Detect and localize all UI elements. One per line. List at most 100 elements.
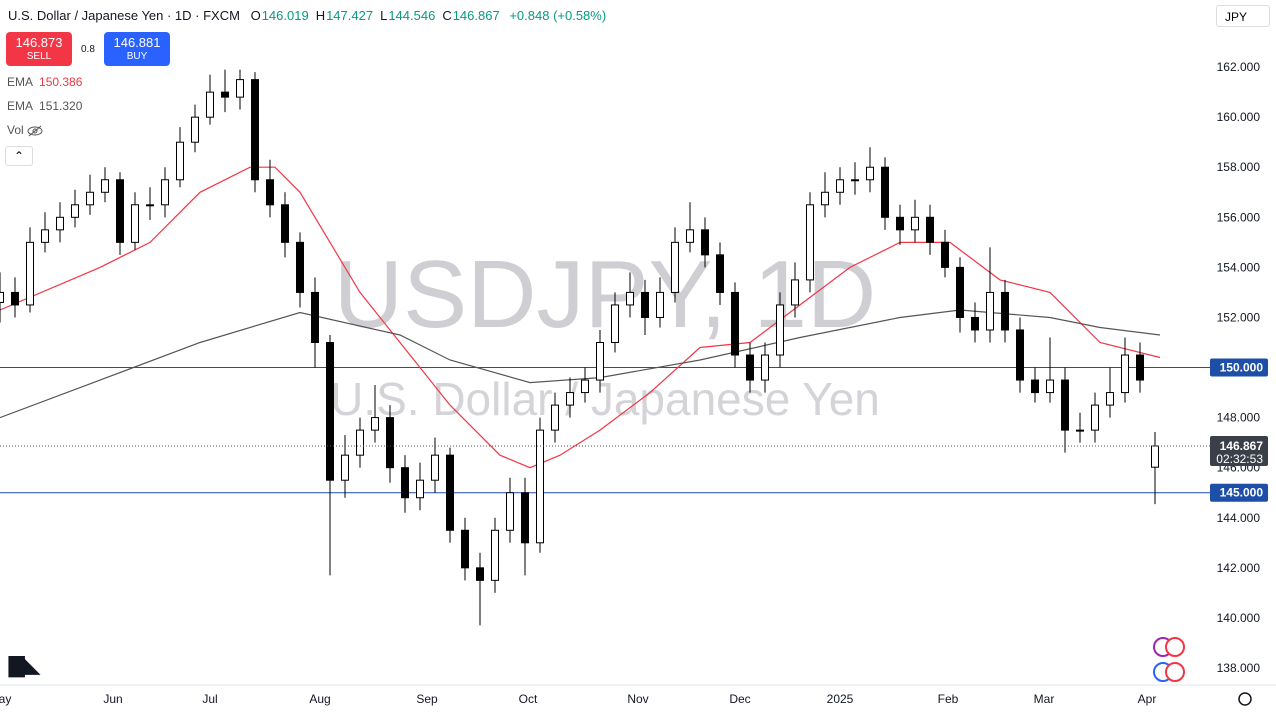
candle-body xyxy=(1061,379,1069,431)
x-tick-label: Jul xyxy=(202,692,217,706)
candle-body xyxy=(71,204,79,218)
level-label-box xyxy=(1210,358,1268,377)
sell-price: 146.873 xyxy=(15,35,63,50)
candle-body xyxy=(86,191,94,206)
candle-body xyxy=(461,529,469,569)
candle-body xyxy=(806,204,814,281)
y-tick-label: 160.000 xyxy=(1217,110,1261,124)
icon xyxy=(1165,637,1185,657)
candle-body xyxy=(401,467,409,499)
volume-legend[interactable]: Vol xyxy=(7,123,43,137)
buy-price: 146.881 xyxy=(113,35,161,50)
candle-body xyxy=(701,229,709,256)
level-label: 145.000 xyxy=(1220,486,1264,500)
y-tick-label: 144.000 xyxy=(1217,511,1261,525)
candle-body xyxy=(671,241,679,293)
candle-body xyxy=(311,291,319,344)
candle-body xyxy=(116,179,124,243)
candle-body xyxy=(1016,329,1024,381)
y-tick-label: 148.000 xyxy=(1217,411,1261,425)
x-tick-label: 2025 xyxy=(827,692,854,706)
x-tick-label: Sep xyxy=(416,692,438,706)
x-tick-label: Jun xyxy=(103,692,122,706)
candle-body xyxy=(431,454,439,481)
ema-legend: EMA 151.320 xyxy=(7,99,82,113)
last-price-box xyxy=(1210,435,1268,466)
ohlc: O146.019 H147.427 L144.546 C146.867 xyxy=(247,8,503,23)
candle-body xyxy=(866,166,874,181)
candle-body xyxy=(1046,379,1054,394)
ema-name: EMA xyxy=(7,99,34,113)
candle-body xyxy=(731,291,739,356)
volume-label: Vol xyxy=(7,123,24,137)
x-tick-label: Dec xyxy=(729,692,750,706)
candle-body xyxy=(0,291,4,303)
x-tick-label: Feb xyxy=(938,692,959,706)
collapse-button[interactable]: ⌃ xyxy=(5,146,33,166)
candle-body xyxy=(101,179,109,193)
y-tick-label: 140.000 xyxy=(1217,611,1261,625)
y-tick-label: 158.000 xyxy=(1217,160,1261,174)
candle-body xyxy=(881,166,889,218)
x-tick-label: Nov xyxy=(627,692,648,706)
watermark: USDJPY, 1D xyxy=(334,241,876,348)
candle-body xyxy=(506,492,514,531)
header: U.S. Dollar / Japanese Yen · 1D · FXCM O… xyxy=(8,8,609,23)
candle-body xyxy=(176,141,184,181)
level-label-box xyxy=(1210,483,1268,502)
icon xyxy=(1165,662,1185,682)
watermark-subtitle: U.S. Dollar / Japanese Yen xyxy=(330,373,880,425)
ohlc-label: O xyxy=(250,8,261,23)
x-tick-label: Mar xyxy=(1034,692,1055,706)
candle-body xyxy=(1151,445,1159,468)
tv-logo: ▇◣ xyxy=(8,655,41,678)
currency-button[interactable]: JPY xyxy=(1216,5,1270,27)
candle-body xyxy=(626,291,634,306)
candle-body xyxy=(296,241,304,293)
candle-body xyxy=(1106,392,1114,406)
candle-body xyxy=(686,229,694,243)
candle-body xyxy=(206,91,214,118)
candle-body xyxy=(926,216,934,243)
candle-body xyxy=(821,191,829,206)
candle-body xyxy=(1091,404,1099,431)
candle-body xyxy=(536,429,544,544)
ohlc-value: 147.427 xyxy=(326,8,374,23)
candle-body xyxy=(761,354,769,381)
candle-body xyxy=(656,291,664,318)
candle-body xyxy=(56,216,64,231)
candle-body xyxy=(251,79,259,181)
ohlc-label: L xyxy=(380,8,388,23)
sell-button[interactable]: 146.873 SELL xyxy=(6,32,72,66)
candle-body xyxy=(911,216,919,231)
y-tick-label: 138.000 xyxy=(1217,661,1261,675)
candle-body xyxy=(986,291,994,331)
candle-body xyxy=(581,379,589,394)
y-tick-label: 162.000 xyxy=(1217,60,1261,74)
x-tick-label: Aug xyxy=(309,692,330,706)
candle-body xyxy=(896,216,904,231)
candle-body xyxy=(641,291,649,318)
candle-body xyxy=(281,204,289,243)
buy-button[interactable]: 146.881 BUY xyxy=(104,32,170,66)
level-label: 150.000 xyxy=(1220,361,1264,375)
candle-body xyxy=(611,304,619,344)
x-tick-label: Apr xyxy=(1138,692,1157,706)
candle-body xyxy=(1001,291,1009,331)
ohlc-value: 146.019 xyxy=(261,8,309,23)
candle-body xyxy=(491,529,499,581)
candle-body xyxy=(371,417,379,431)
change: +0.848 (+0.58%) xyxy=(509,8,607,23)
candle-body xyxy=(566,392,574,406)
candle-body xyxy=(341,454,349,481)
candle-body xyxy=(11,291,19,306)
candle-body xyxy=(41,229,49,243)
eye-icon xyxy=(27,125,43,137)
buy-label: BUY xyxy=(126,51,148,62)
candle-body xyxy=(791,279,799,306)
candle-body xyxy=(551,404,559,431)
candle-body xyxy=(1076,429,1084,432)
settings-icon xyxy=(1238,692,1252,706)
